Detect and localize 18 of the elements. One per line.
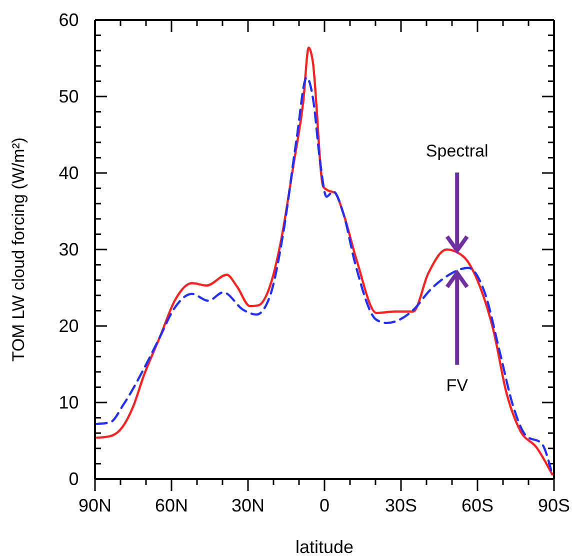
y-tick-label: 60 (58, 10, 79, 30)
annotation: Spectral (426, 142, 488, 161)
x-tick-label: 30S (384, 495, 418, 516)
x-tick-label: 60N (154, 495, 188, 516)
y-tick-label: 30 (58, 239, 79, 260)
x-tick-label: 30N (231, 495, 265, 516)
x-axis-title: latitude (295, 537, 354, 557)
y-axis-title: TOM LW cloud forcing (W/m²) (9, 137, 28, 362)
y-tick-label: 10 (58, 392, 79, 412)
annotation: FV (446, 376, 469, 395)
x-tick-label: 60S (461, 495, 494, 516)
y-tick-label: 40 (58, 162, 79, 183)
x-tick-label: 90S (538, 495, 570, 516)
y-tick-label: 20 (58, 316, 79, 336)
x-tick-label: 0 (319, 495, 330, 516)
x-tick-label: 90N (78, 495, 112, 516)
y-tick-label: 50 (58, 86, 79, 106)
y-tick-label: 0 (68, 468, 79, 489)
